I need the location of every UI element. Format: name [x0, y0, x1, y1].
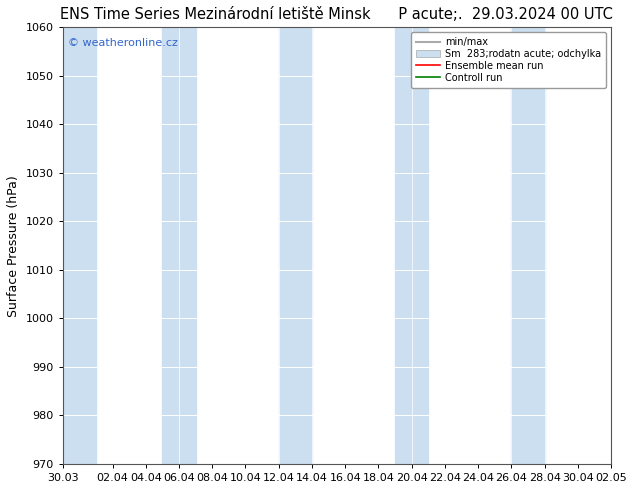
- Y-axis label: Surface Pressure (hPa): Surface Pressure (hPa): [7, 175, 20, 317]
- Bar: [512, 27, 545, 464]
- Legend: min/max, Sm  283;rodatn acute; odchylka, Ensemble mean run, Controll run: min/max, Sm 283;rodatn acute; odchylka, …: [411, 32, 606, 88]
- Bar: [162, 27, 196, 464]
- Bar: [279, 27, 312, 464]
- Text: © weatheronline.cz: © weatheronline.cz: [68, 38, 178, 48]
- Bar: [63, 27, 96, 464]
- Bar: [395, 27, 429, 464]
- Title: ENS Time Series Mezinárodní letiště Minsk      P acute;.  29.03.2024 00 UTC: ENS Time Series Mezinárodní letiště Mins…: [60, 7, 613, 22]
